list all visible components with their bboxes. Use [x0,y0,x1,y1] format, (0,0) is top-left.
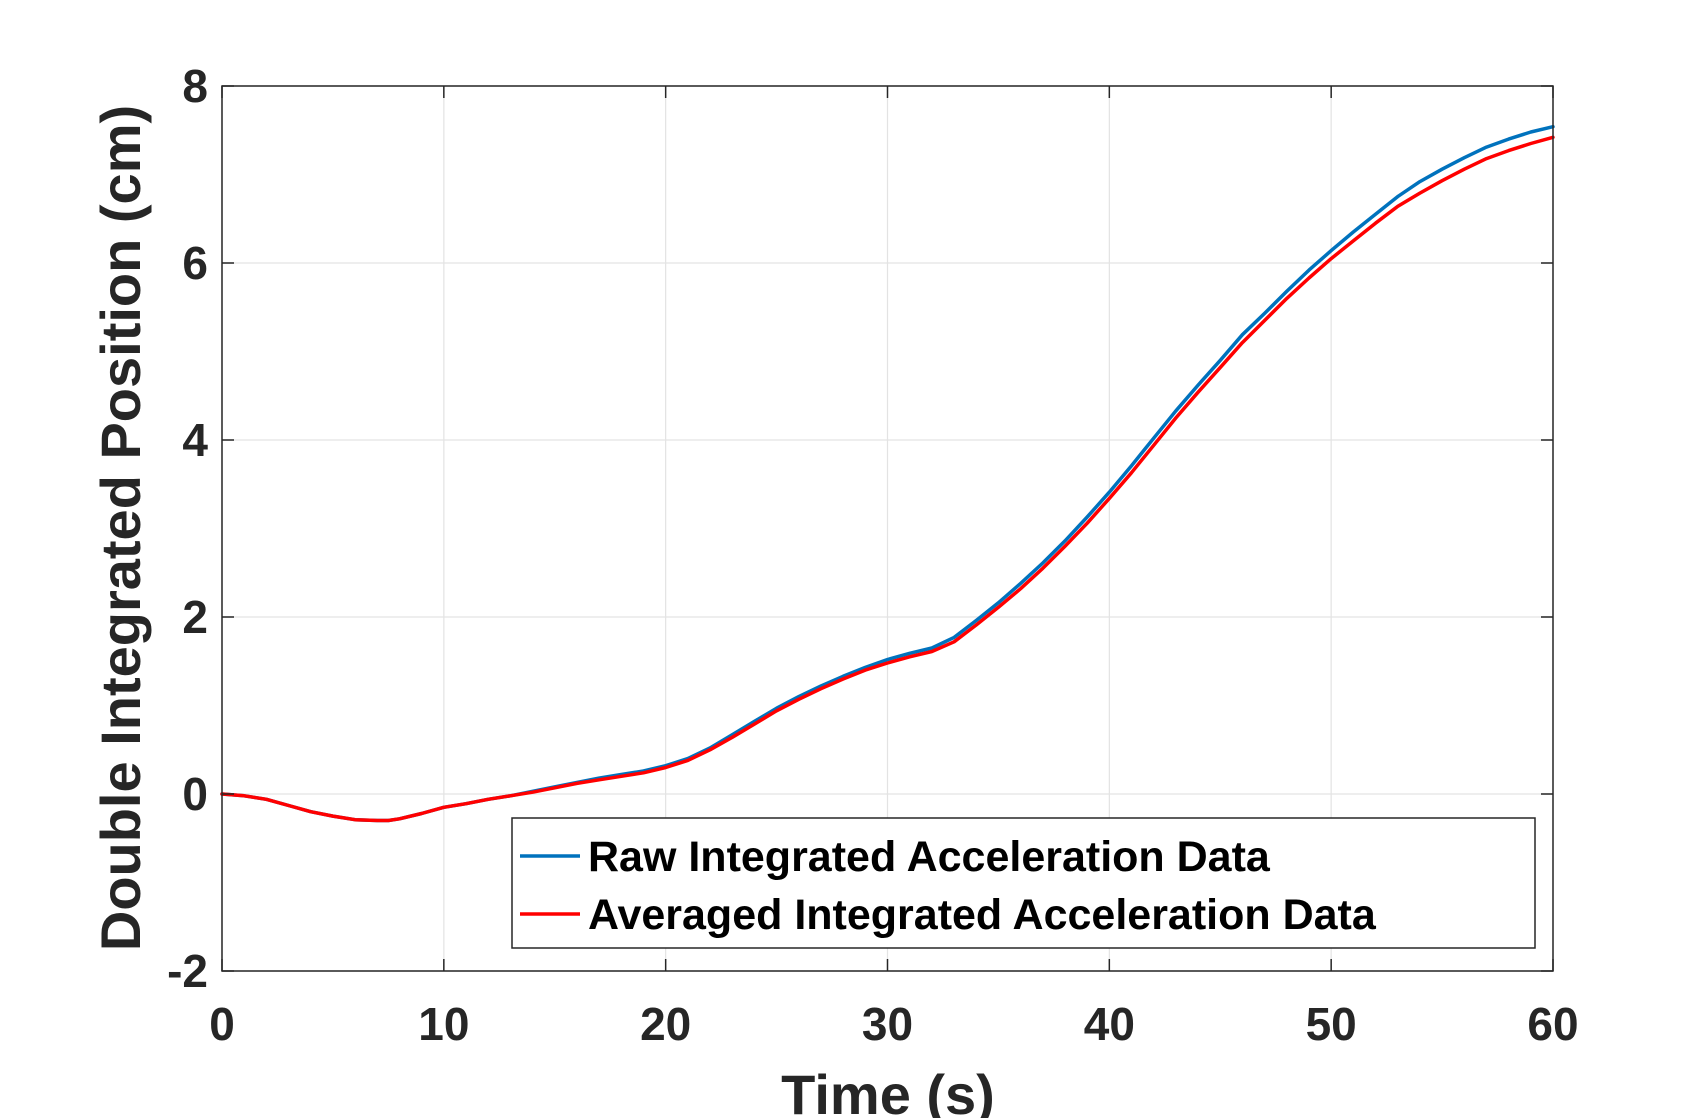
legend-label-averaged: Averaged Integrated Acceleration Data [588,891,1377,939]
x-tick-label: 50 [1306,998,1357,1050]
x-tick-label: 0 [209,998,235,1050]
x-tick-label: 30 [862,998,913,1050]
y-tick-label: -2 [167,945,208,997]
legend: Raw Integrated Acceleration Data Average… [511,817,1536,949]
legend-label-raw: Raw Integrated Acceleration Data [588,833,1271,881]
x-axis-title: Time (s) [781,1063,995,1118]
y-tick-label: 0 [182,768,208,820]
series-line-averaged [220,135,1555,823]
x-tick-label: 10 [418,998,469,1050]
legend-box [511,817,1536,949]
x-tick-label: 60 [1527,998,1578,1050]
y-axis-title: Double Integrated Position (cm) [89,105,152,951]
series-layer [220,124,1555,823]
y-tick-label: 2 [182,591,208,643]
x-tick-label: 20 [640,998,691,1050]
x-tick-label: 40 [1084,998,1135,1050]
y-tick-label: 8 [182,60,208,112]
y-tick-label: 4 [182,414,208,466]
axis-ticks [221,85,1554,972]
y-tick-label: 6 [182,237,208,289]
